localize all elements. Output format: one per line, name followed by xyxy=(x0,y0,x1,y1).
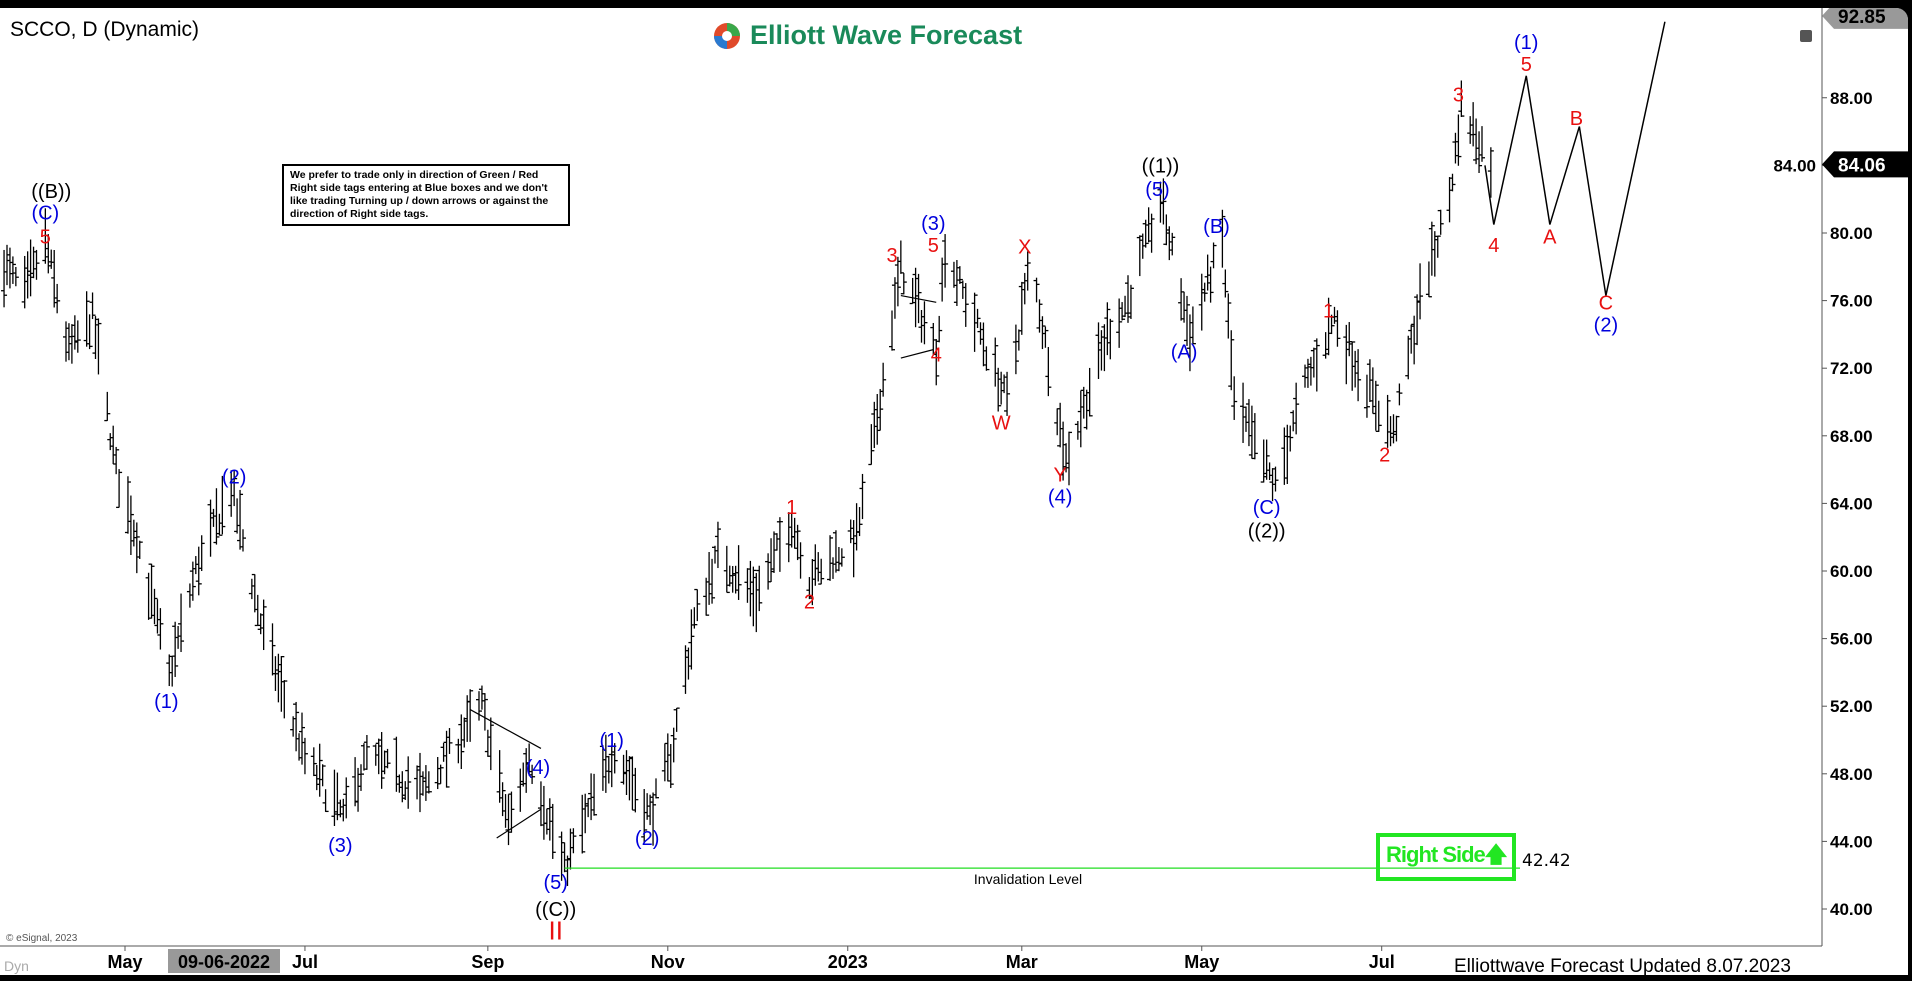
wave-label: 4 xyxy=(1488,235,1499,257)
wave-label: 5 xyxy=(40,226,51,248)
wave-label: (A) xyxy=(1171,341,1198,363)
invalidation-label: Invalidation Level xyxy=(974,871,1082,887)
wave-label: (3) xyxy=(921,213,945,235)
wave-label: ((1)) xyxy=(1142,155,1180,177)
price-tick-label: 68.00 xyxy=(1830,427,1873,446)
right-side-tag: Right Side🡅 xyxy=(1376,833,1517,881)
time-tick-label: Mar xyxy=(1006,952,1038,972)
wave-label: B xyxy=(1570,108,1583,130)
projection-path xyxy=(1484,21,1666,296)
price-tick-label: 48.00 xyxy=(1830,765,1873,784)
wave-label: 3 xyxy=(1453,84,1464,106)
time-tick-label: May xyxy=(1184,952,1219,972)
price-tick-label: 76.00 xyxy=(1830,292,1873,311)
wave-label: A xyxy=(1543,226,1557,248)
price-tick-label: 80.00 xyxy=(1830,224,1873,243)
price-tick-label: 88.00 xyxy=(1830,89,1873,108)
time-tick-label: Jul xyxy=(292,952,318,972)
chart-window: 40.00 44.00 48.00 52.00 56.00 60.00 64.00 68.00… xyxy=(0,8,1908,975)
wave-label: (5) xyxy=(1145,179,1169,201)
updated-text: Elliottwave Forecast Updated 8.07.2023 xyxy=(1454,956,1791,975)
wave-label: 3 xyxy=(886,245,897,267)
wave-label: (1) xyxy=(1514,32,1538,54)
wave-label: (C) xyxy=(1253,497,1281,519)
date-tag xyxy=(168,949,280,973)
wave-label: 2 xyxy=(804,591,815,613)
wave-label: (2) xyxy=(1594,314,1618,336)
time-tick-label: Nov xyxy=(651,952,685,972)
time-tick-label: Sep xyxy=(471,952,504,972)
price-tick-label: 44.00 xyxy=(1830,832,1873,851)
logo-text: Elliott Wave Forecast xyxy=(750,20,1023,50)
time-tick-label: May xyxy=(107,952,142,972)
last-price-tag xyxy=(1822,151,1908,178)
wave-label: (1) xyxy=(154,691,178,713)
dyn-label[interactable]: Dyn xyxy=(4,958,29,974)
wave-label: ((2)) xyxy=(1248,520,1286,542)
wave-label: W xyxy=(992,412,1011,434)
wave-label: II xyxy=(548,916,562,946)
time-tick-label: 2023 xyxy=(828,952,868,972)
wave-label: (C) xyxy=(31,203,59,225)
wave-label: C xyxy=(1599,292,1613,314)
wave-label: X xyxy=(1018,237,1031,259)
wave-label: ((B)) xyxy=(31,181,71,203)
wave-label: (4) xyxy=(526,757,550,779)
price-tick-label: 84.00 xyxy=(1773,156,1816,175)
trading-note: We prefer to trade only in direction of … xyxy=(282,164,570,226)
copyright: © eSignal, 2023 xyxy=(6,933,78,944)
price-tick-label: 52.00 xyxy=(1830,697,1873,716)
wave-label: 4 xyxy=(931,345,942,367)
price-chart[interactable]: 40.00 44.00 48.00 52.00 56.00 60.00 64.00 68.00… xyxy=(0,8,1908,975)
price-tick-label: 56.00 xyxy=(1830,630,1873,649)
wave-label: (2) xyxy=(635,828,659,850)
wave-label: 1 xyxy=(1323,301,1334,323)
wave-label: ((C)) xyxy=(535,899,576,921)
symbol-title: SCCO, D (Dynamic) xyxy=(10,18,200,41)
price-tick-label: 72.00 xyxy=(1830,359,1873,378)
logo: Elliott Wave Forecast xyxy=(712,20,1022,51)
top-price-tag xyxy=(1822,8,1908,29)
wave-label: (5) xyxy=(543,872,567,894)
price-tick-label: 64.00 xyxy=(1830,494,1873,513)
invalidation-value: 42.42 xyxy=(1522,851,1571,871)
triangle-trendline xyxy=(496,808,542,839)
top-price-tag-label: 92.85 xyxy=(1838,8,1886,28)
ohlc-bars xyxy=(1,80,1494,886)
wave-label: 2 xyxy=(1379,444,1390,466)
price-tick-label: 60.00 xyxy=(1830,562,1873,581)
up-arrow-icon: 🡅 xyxy=(1484,842,1508,867)
wave-label: 5 xyxy=(928,235,939,257)
price-tick-label: 40.00 xyxy=(1830,900,1873,919)
restore-window-icon[interactable] xyxy=(1800,30,1812,42)
triangle-trendline xyxy=(469,709,542,749)
date-tag-label: 09-06-2022 xyxy=(178,952,270,972)
wave-label: (1) xyxy=(600,730,624,752)
time-tick-label: Jul xyxy=(1369,952,1395,972)
wave-label: (2) xyxy=(222,466,246,488)
last-price-tag-label: 84.06 xyxy=(1838,155,1886,176)
wave-label: Y xyxy=(1053,465,1066,487)
wave-label: (B) xyxy=(1203,216,1230,238)
right-side-label: Right Side xyxy=(1386,842,1486,867)
wave-label: 1 xyxy=(786,497,797,519)
wave-label: 5 xyxy=(1521,54,1532,76)
wave-label: (3) xyxy=(328,835,352,857)
triangle-trendline xyxy=(900,349,934,359)
wave-label: (4) xyxy=(1048,487,1072,509)
logo-icon xyxy=(714,22,740,49)
triangle-trendline xyxy=(900,294,937,303)
